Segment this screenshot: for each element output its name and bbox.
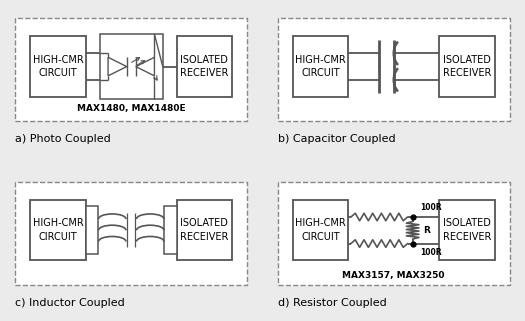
Text: HIGH-CMR: HIGH-CMR xyxy=(33,219,83,229)
Text: CIRCUIT: CIRCUIT xyxy=(39,68,78,78)
Bar xyxy=(278,18,510,121)
Text: CIRCUIT: CIRCUIT xyxy=(301,232,340,242)
Bar xyxy=(100,34,163,99)
Text: RECEIVER: RECEIVER xyxy=(180,68,228,78)
Bar xyxy=(164,206,176,255)
Text: HIGH-CMR: HIGH-CMR xyxy=(295,219,346,229)
Text: 100R: 100R xyxy=(420,204,442,213)
Text: HIGH-CMR: HIGH-CMR xyxy=(33,55,83,65)
Text: RECEIVER: RECEIVER xyxy=(443,68,491,78)
Text: ISOLATED: ISOLATED xyxy=(181,219,228,229)
Bar xyxy=(293,36,349,97)
Text: ISOLATED: ISOLATED xyxy=(443,55,491,65)
Text: c) Inductor Coupled: c) Inductor Coupled xyxy=(15,298,125,308)
Bar xyxy=(278,182,510,285)
Text: d) Resistor Coupled: d) Resistor Coupled xyxy=(278,298,386,308)
Bar xyxy=(15,18,247,121)
Text: RECEIVER: RECEIVER xyxy=(180,232,228,242)
Bar xyxy=(176,36,232,97)
Bar xyxy=(176,200,232,260)
Text: b) Capacitor Coupled: b) Capacitor Coupled xyxy=(278,134,395,144)
Text: CIRCUIT: CIRCUIT xyxy=(39,232,78,242)
Text: ISOLATED: ISOLATED xyxy=(181,55,228,65)
Text: CIRCUIT: CIRCUIT xyxy=(301,68,340,78)
Bar xyxy=(15,182,247,285)
Text: ISOLATED: ISOLATED xyxy=(443,219,491,229)
Bar xyxy=(86,206,99,255)
Text: a) Photo Coupled: a) Photo Coupled xyxy=(15,134,111,144)
Text: MAX3157, MAX3250: MAX3157, MAX3250 xyxy=(342,271,445,280)
Bar xyxy=(30,36,86,97)
Bar xyxy=(439,200,495,260)
Text: R: R xyxy=(423,226,429,235)
Bar xyxy=(439,36,495,97)
Text: HIGH-CMR: HIGH-CMR xyxy=(295,55,346,65)
Bar xyxy=(293,200,349,260)
Text: RECEIVER: RECEIVER xyxy=(443,232,491,242)
Text: 100R: 100R xyxy=(420,248,442,257)
Bar xyxy=(30,200,86,260)
Text: MAX1480, MAX1480E: MAX1480, MAX1480E xyxy=(77,104,185,113)
